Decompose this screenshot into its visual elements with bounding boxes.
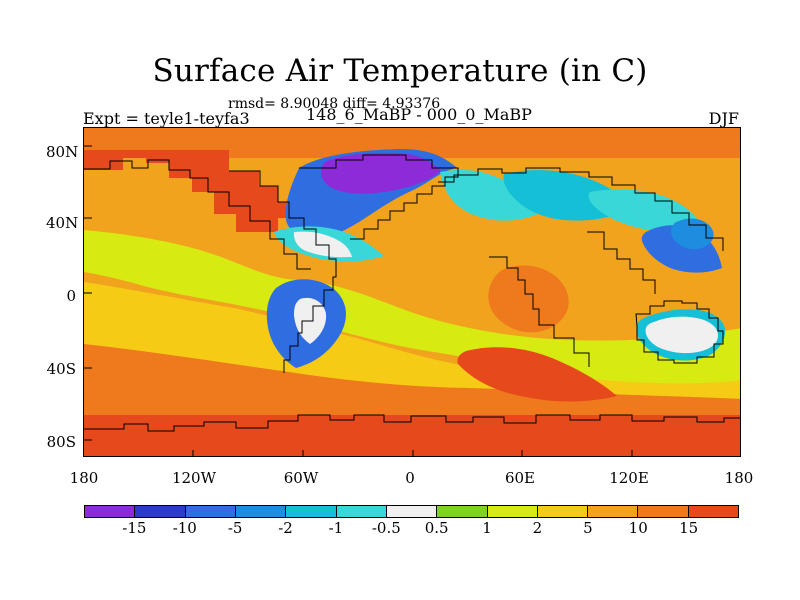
colorbar-segment-12: [688, 506, 739, 517]
asia-cool-anomaly: [588, 189, 700, 231]
colorbar-level-label-5: -0.5: [371, 519, 401, 537]
colorbar-segment-3: [235, 506, 287, 517]
expt-label: Expt = teyle1-teyfa3: [83, 109, 250, 128]
south-atlantic-warm-anomaly: [457, 347, 617, 402]
colorbar-level-label-2: -5: [227, 519, 243, 537]
lon-label-120w: 120W: [171, 469, 217, 487]
atlantic-neutral-anomaly: [293, 231, 352, 258]
east-asia-moderate-cold-anomaly: [671, 218, 714, 250]
colorbar-level-label-0: -15: [122, 519, 147, 537]
europe-cool-anomaly: [440, 169, 538, 221]
temperature-map: [84, 128, 740, 456]
page-title: Surface Air Temperature (in C): [152, 53, 648, 89]
eurasia-coastline: [438, 167, 724, 251]
tick-marks: [84, 145, 633, 456]
antarctica-coastline: [84, 414, 740, 432]
colorbar-segment-7: [437, 506, 488, 517]
map-frame: [83, 127, 741, 457]
lat-label-0: 0: [66, 287, 76, 305]
greenland-cold-core: [320, 152, 441, 194]
colorbar-segment-2: [185, 506, 236, 517]
lon-label-60w: 60W: [283, 469, 319, 487]
colorbar-level-label-10: 10: [628, 519, 648, 537]
lon-label-180-left: 180: [69, 469, 99, 487]
lat-label-40s: 40S: [46, 360, 76, 378]
colorbar-segment-5: [336, 506, 387, 517]
colorbar-segment-8: [487, 506, 538, 517]
lon-label-120e: 120E: [609, 469, 649, 487]
colorbar-segment-1: [135, 506, 186, 517]
colorbar-segment-10: [588, 506, 639, 517]
lon-label-60e: 60E: [504, 469, 536, 487]
experiment-label: 148_6_MaBP - 000_0_MaBP: [306, 105, 532, 124]
greenland-coastline: [299, 154, 459, 240]
north-america-warm-anomaly: [84, 150, 291, 232]
colorbar-level-label-6: 0.5: [424, 519, 449, 537]
colorbar-level-label-9: 5: [583, 519, 593, 537]
coastline-layer: [84, 154, 740, 432]
colorbar-segment-0: [85, 506, 136, 517]
colorbar-level-label-3: -2: [278, 519, 293, 537]
colorbar-segment-11: [638, 506, 689, 517]
africa-coastline: [489, 256, 590, 367]
south-asia-coastline: [587, 231, 656, 294]
colorbar-level-label-7: 1: [482, 519, 492, 537]
lon-label-180-right: 180: [724, 469, 754, 487]
australia-neutral-anomaly: [645, 316, 718, 354]
colorbar-level-label-8: 2: [532, 519, 543, 537]
colorbar-level-label-1: -10: [172, 519, 197, 537]
colorbar-level-label-11: 15: [679, 519, 699, 537]
colorbar: [84, 505, 739, 518]
lon-label-0: 0: [405, 469, 415, 487]
colorbar-segment-4: [286, 506, 337, 517]
season-label: DJF: [708, 109, 739, 128]
colorbar-labels: -15 -10 -5 -2 -1 -0.5 0.5 1 2 5 10 15: [84, 519, 739, 539]
lat-label-80n: 80N: [46, 143, 79, 161]
americas-coastline: [229, 170, 337, 373]
africa-warm-anomaly: [488, 265, 569, 333]
lat-label-80s: 80S: [46, 433, 76, 451]
colorbar-segment-6: [386, 506, 438, 517]
antarctic-band: [84, 415, 740, 456]
north-america-coastline: [84, 159, 311, 270]
colorbar-level-label-4: -1: [328, 519, 344, 537]
lat-label-40n: 40N: [46, 214, 79, 232]
stats-label: rmsd= 8.90048 diff= 4.93376: [228, 96, 441, 112]
colorbar-segment-9: [537, 506, 589, 517]
australia-coastline: [635, 300, 724, 364]
equatorial-band: [84, 230, 740, 389]
arctic-band: [84, 128, 740, 158]
